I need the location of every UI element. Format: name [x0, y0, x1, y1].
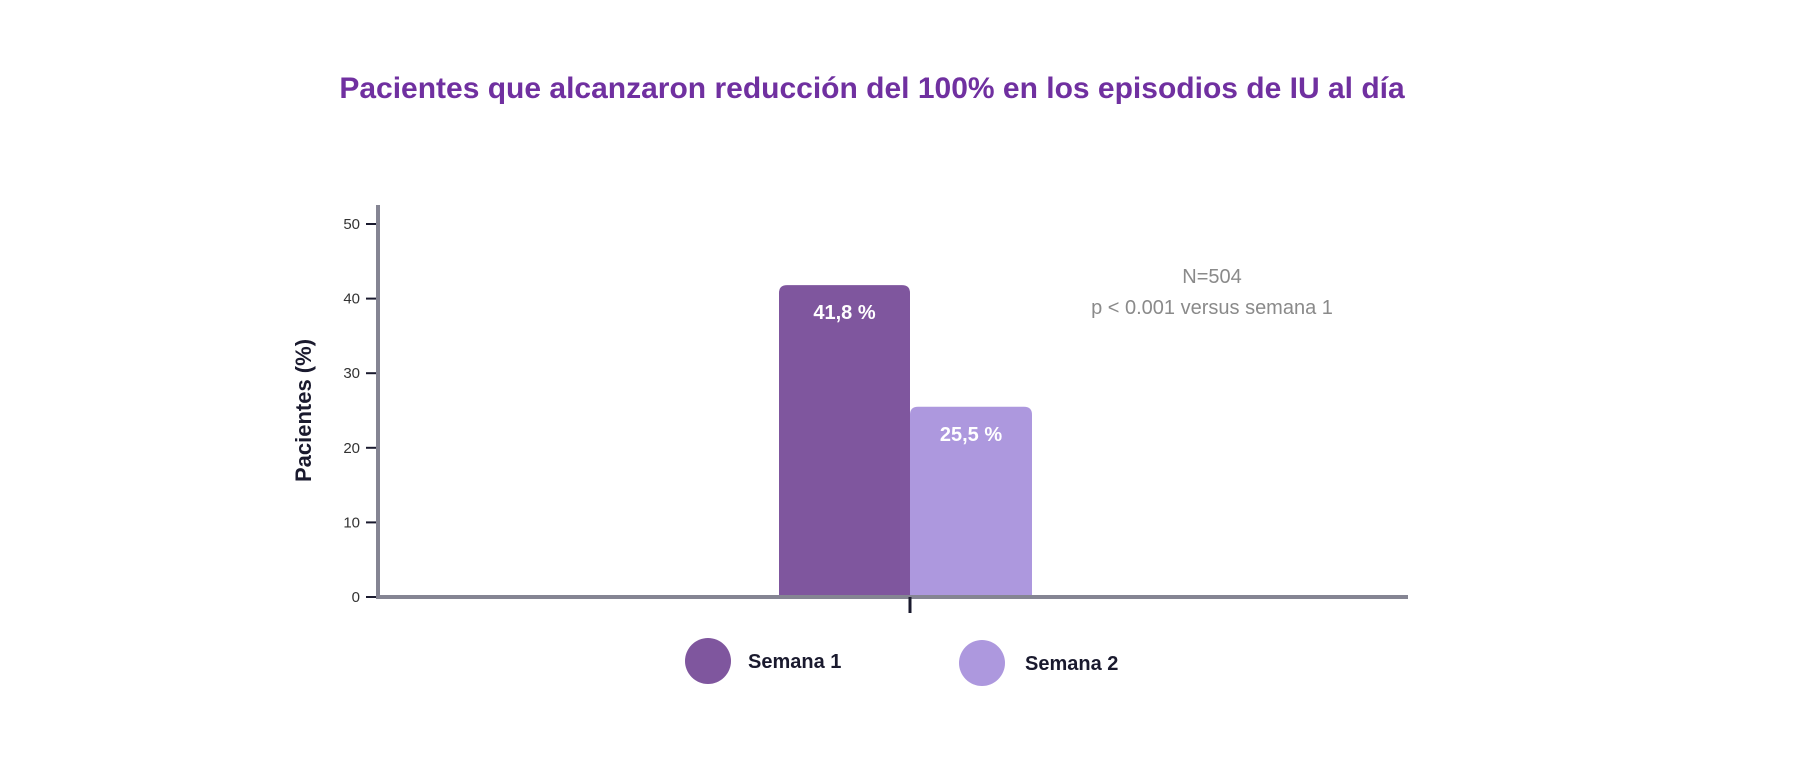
y-tick-label: 40 — [343, 291, 360, 308]
annotation-sample-size: N=504 — [1182, 266, 1242, 288]
data-label-series-1: 41,8 % — [813, 302, 875, 324]
chart-title: Pacientes que alcanzaron reducción del 1… — [339, 72, 1405, 105]
data-label-series-2: 25,5 % — [940, 424, 1002, 446]
bars: 41,8 % 25,5 % — [779, 285, 1032, 597]
y-tick-label: 20 — [343, 440, 360, 457]
y-axis-label: Pacientes (%) — [291, 339, 316, 482]
legend: Semana 1 Semana 2 — [685, 638, 1118, 686]
bar-series-2 — [910, 406, 1032, 597]
legend-label-series-1: Semana 1 — [748, 651, 841, 673]
y-axis-ticks: 0 10 20 30 40 50 — [343, 216, 378, 606]
legend-swatch-series-2 — [959, 640, 1005, 686]
y-tick-label: 30 — [343, 365, 360, 382]
legend-swatch-series-1 — [685, 638, 731, 684]
y-tick-label: 10 — [343, 514, 360, 531]
bar-series-1 — [779, 285, 910, 597]
y-tick-label: 50 — [343, 216, 360, 233]
y-tick-label: 0 — [352, 589, 360, 606]
annotation-p-value: p < 0.001 versus semana 1 — [1091, 297, 1333, 319]
legend-label-series-2: Semana 2 — [1025, 653, 1118, 675]
